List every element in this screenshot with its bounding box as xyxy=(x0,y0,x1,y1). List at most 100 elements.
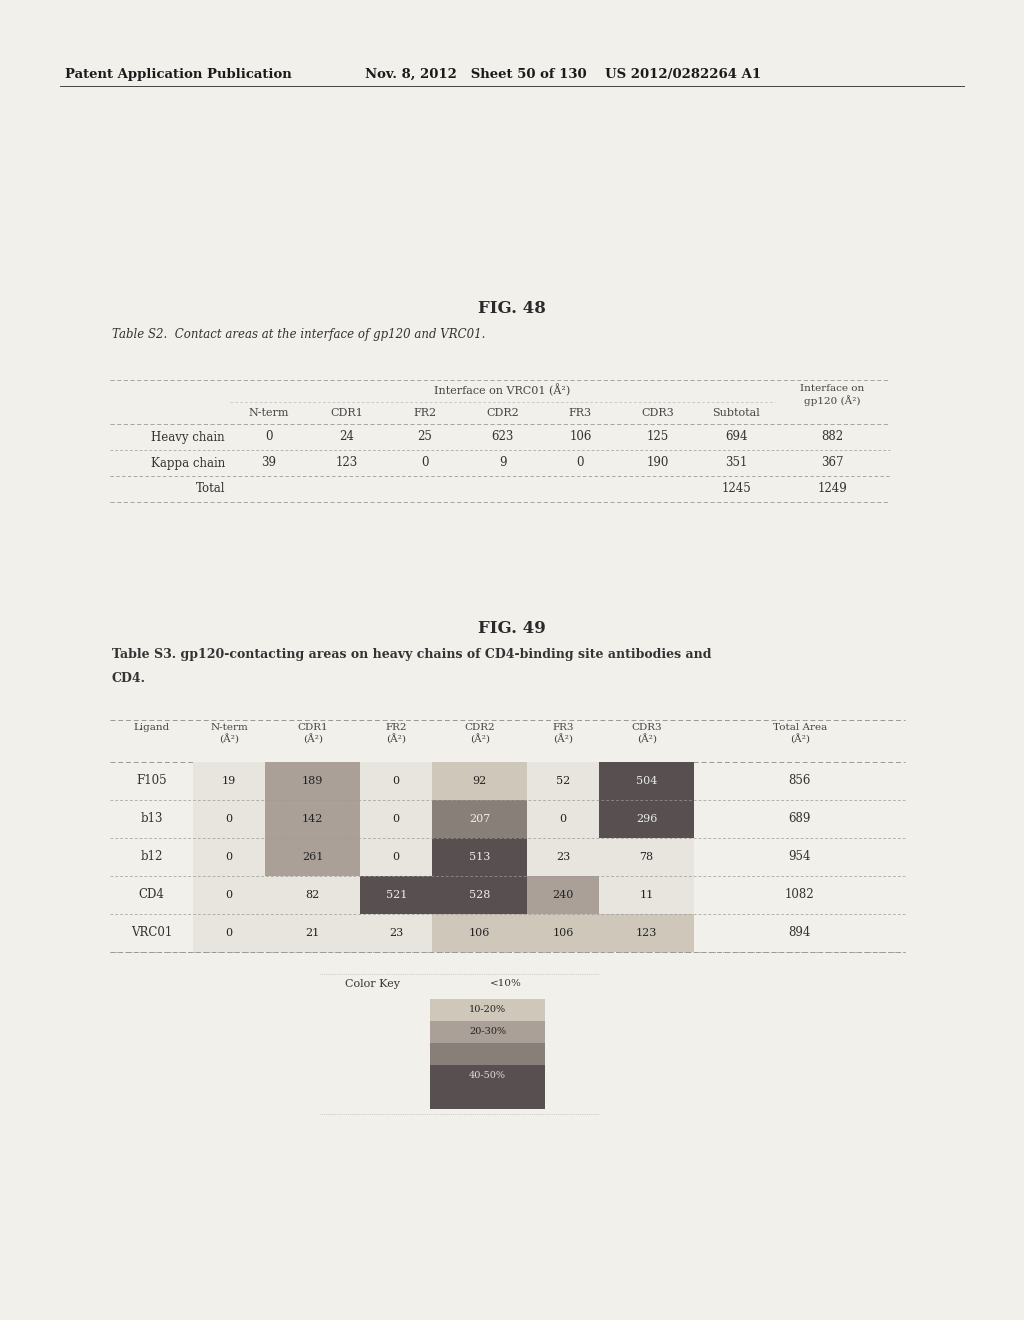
Bar xyxy=(360,876,432,913)
Text: FR3
(Å²): FR3 (Å²) xyxy=(552,723,573,744)
Text: Subtotal: Subtotal xyxy=(713,408,760,418)
Bar xyxy=(527,913,599,952)
Text: 9: 9 xyxy=(499,457,506,470)
Bar xyxy=(430,1065,545,1086)
Bar xyxy=(430,1043,545,1065)
Bar xyxy=(599,838,694,876)
Text: 528: 528 xyxy=(469,890,490,900)
Text: 190: 190 xyxy=(647,457,670,470)
Text: 694: 694 xyxy=(725,430,748,444)
Bar xyxy=(265,838,360,876)
Text: 52: 52 xyxy=(556,776,570,785)
Text: FIG. 49: FIG. 49 xyxy=(478,620,546,638)
Text: Table S2.  Contact areas at the interface of gp120 and VRC01.: Table S2. Contact areas at the interface… xyxy=(112,327,485,341)
Text: VRC01: VRC01 xyxy=(131,927,172,940)
Text: 296: 296 xyxy=(636,814,657,824)
Text: 23: 23 xyxy=(389,928,403,939)
Text: 0: 0 xyxy=(225,928,232,939)
Bar xyxy=(430,1086,545,1109)
Text: Color Key: Color Key xyxy=(345,979,400,989)
Text: 106: 106 xyxy=(469,928,490,939)
Text: 882: 882 xyxy=(821,430,844,444)
Text: 25: 25 xyxy=(417,430,432,444)
Text: 0: 0 xyxy=(265,430,272,444)
Text: 23: 23 xyxy=(556,851,570,862)
Text: 142: 142 xyxy=(302,814,324,824)
Text: Nov. 8, 2012   Sheet 50 of 130    US 2012/0282264 A1: Nov. 8, 2012 Sheet 50 of 130 US 2012/028… xyxy=(365,69,761,81)
Text: 1249: 1249 xyxy=(817,483,848,495)
Bar xyxy=(599,762,694,800)
Bar xyxy=(432,762,527,800)
Bar xyxy=(194,838,265,876)
Text: FR3: FR3 xyxy=(568,408,592,418)
Text: Patent Application Publication: Patent Application Publication xyxy=(65,69,292,81)
Text: Interface on
gp120 (Å²): Interface on gp120 (Å²) xyxy=(801,384,864,405)
Text: 20-30%: 20-30% xyxy=(469,1027,506,1036)
Bar xyxy=(194,800,265,838)
Text: CDR1
(Å²): CDR1 (Å²) xyxy=(297,723,328,744)
Text: b13: b13 xyxy=(140,813,163,825)
Text: 0: 0 xyxy=(577,457,584,470)
Text: 689: 689 xyxy=(788,813,811,825)
Text: Interface on VRC01 (Å²): Interface on VRC01 (Å²) xyxy=(434,384,570,396)
Text: 19: 19 xyxy=(222,776,237,785)
Text: Ligand: Ligand xyxy=(133,723,170,733)
Text: CDR2: CDR2 xyxy=(486,408,519,418)
Bar xyxy=(265,876,360,913)
Text: 504: 504 xyxy=(636,776,657,785)
Text: CDR1: CDR1 xyxy=(331,408,364,418)
Text: Total: Total xyxy=(196,483,225,495)
Bar xyxy=(360,913,432,952)
Text: 623: 623 xyxy=(492,430,514,444)
Bar xyxy=(360,762,432,800)
Text: 207: 207 xyxy=(469,814,490,824)
Text: 240: 240 xyxy=(553,890,573,900)
Bar xyxy=(194,913,265,952)
Text: N-term: N-term xyxy=(249,408,289,418)
Bar xyxy=(599,913,694,952)
Bar xyxy=(430,1020,545,1043)
Text: 40-50%: 40-50% xyxy=(469,1072,506,1081)
Text: 1245: 1245 xyxy=(721,483,751,495)
Text: 21: 21 xyxy=(305,928,319,939)
Text: 123: 123 xyxy=(336,457,358,470)
Text: Table S3. gp120-contacting areas on heavy chains of CD4-binding site antibodies : Table S3. gp120-contacting areas on heav… xyxy=(112,648,712,661)
Text: 0: 0 xyxy=(392,776,399,785)
Bar xyxy=(194,762,265,800)
Text: 513: 513 xyxy=(469,851,490,862)
Text: 261: 261 xyxy=(302,851,324,862)
Text: CD4: CD4 xyxy=(139,888,165,902)
Bar xyxy=(599,800,694,838)
Text: Kappa chain: Kappa chain xyxy=(151,457,225,470)
Text: 351: 351 xyxy=(725,457,748,470)
Text: 0: 0 xyxy=(225,890,232,900)
Text: 125: 125 xyxy=(647,430,670,444)
Bar xyxy=(265,913,360,952)
Bar xyxy=(527,876,599,913)
Text: FIG. 48: FIG. 48 xyxy=(478,300,546,317)
Text: CDR2
(Å²): CDR2 (Å²) xyxy=(464,723,495,744)
Text: 0: 0 xyxy=(392,814,399,824)
Text: b12: b12 xyxy=(140,850,163,863)
Text: Total Area
(Å²): Total Area (Å²) xyxy=(772,723,826,744)
Text: 1082: 1082 xyxy=(784,888,814,902)
Bar xyxy=(432,800,527,838)
Bar xyxy=(527,800,599,838)
Text: N-term
(Å²): N-term (Å²) xyxy=(210,723,248,744)
Text: 24: 24 xyxy=(339,430,354,444)
Text: 39: 39 xyxy=(261,457,276,470)
Bar xyxy=(527,762,599,800)
Text: Heavy chain: Heavy chain xyxy=(152,430,225,444)
Text: 92: 92 xyxy=(472,776,486,785)
Text: CDR3
(Å²): CDR3 (Å²) xyxy=(632,723,662,744)
Bar xyxy=(265,762,360,800)
Text: 954: 954 xyxy=(788,850,811,863)
Text: 0: 0 xyxy=(559,814,566,824)
Bar xyxy=(360,838,432,876)
Text: 367: 367 xyxy=(821,457,844,470)
Text: 82: 82 xyxy=(305,890,319,900)
Text: 106: 106 xyxy=(569,430,592,444)
Text: 106: 106 xyxy=(553,928,573,939)
Text: 123: 123 xyxy=(636,928,657,939)
Text: 0: 0 xyxy=(421,457,428,470)
